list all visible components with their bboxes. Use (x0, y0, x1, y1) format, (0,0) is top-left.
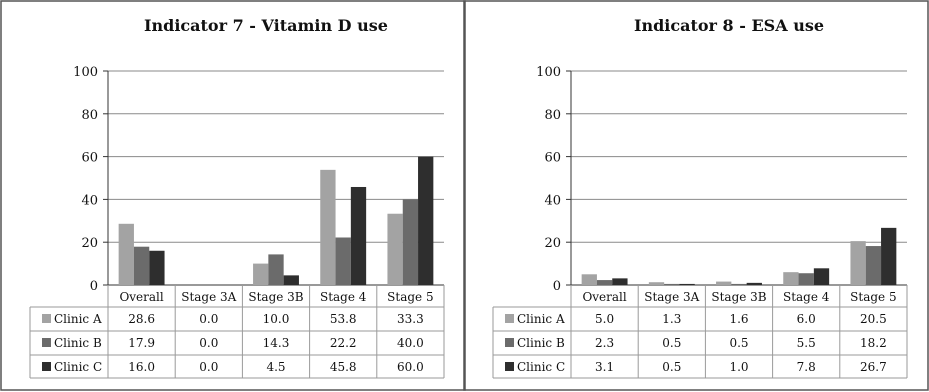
data-label: 45.8 (330, 360, 357, 374)
data-label: 2.3 (595, 336, 614, 350)
data-label: 17.9 (128, 336, 155, 350)
bar-clinic-a (716, 281, 732, 285)
y-tick-label: 0 (90, 279, 98, 294)
chart-panel-esa: Indicator 8 - ESA use 0 20 40 60 80 100 Overall… (463, 0, 929, 391)
bar-clinic-c (350, 186, 367, 285)
bar-clinic-c (418, 156, 434, 285)
data-label: 10.0 (263, 312, 290, 326)
bar-clinic-a (783, 272, 799, 285)
bar-clinic-c (881, 227, 897, 285)
data-label: 0.5 (729, 336, 748, 350)
x-tick-label: Stage 3B (248, 290, 303, 304)
data-label: 18.2 (860, 336, 887, 350)
data-label: 1.3 (662, 312, 681, 326)
y-tick-label: 60 (81, 151, 98, 166)
data-label: 53.8 (330, 312, 357, 326)
bar-clinic-a (320, 169, 336, 285)
y-tick-label: 40 (544, 193, 561, 208)
y-tick-label: 80 (81, 108, 98, 123)
data-label: 1.6 (729, 312, 748, 326)
bar-clinic-c (283, 275, 299, 285)
data-label: 6.0 (797, 312, 816, 326)
bar-clinic-c (612, 278, 628, 285)
data-label: 4.5 (266, 360, 285, 374)
bar-clinic-c (679, 283, 695, 285)
bar-clinic-b (731, 283, 747, 285)
bar-clinic-c (813, 268, 830, 285)
data-label: 28.6 (128, 312, 155, 326)
bar-clinic-b (335, 237, 351, 285)
data-label: 26.7 (860, 360, 887, 374)
chart-panel-vitamin-d: Indicator 7 - Vitamin D use 0 20 40 60 80 100 O… (0, 0, 466, 391)
x-tick-label: Stage 3A (644, 290, 699, 304)
bar-clinic-a (118, 223, 134, 285)
series-label: Clinic A (517, 312, 565, 326)
data-label: 0.5 (662, 336, 681, 350)
bar-clinic-a (850, 241, 866, 285)
x-tick-label: Stage 4 (320, 290, 367, 304)
data-label: 0.0 (199, 360, 218, 374)
bar-clinic-b (664, 283, 680, 285)
data-label: 40.0 (397, 336, 424, 350)
series-label: Clinic C (517, 360, 565, 374)
y-tick-label: 100 (73, 65, 98, 80)
data-label: 33.3 (397, 312, 424, 326)
bar-clinic-a (648, 282, 665, 285)
chart-title: Indicator 8 - ESA use (634, 16, 824, 35)
chart-title: Indicator 7 - Vitamin D use (144, 16, 388, 35)
x-tick-label: Overall (119, 290, 163, 304)
chart-vitamin-d: Indicator 7 - Vitamin D use 0 20 40 60 80 100 O… (0, 0, 466, 391)
bar-clinic-a (387, 213, 403, 285)
data-label: 22.2 (330, 336, 357, 350)
legend-key-clinic-a (42, 314, 51, 323)
data-label: 0.0 (199, 312, 218, 326)
y-tick-label: 0 (553, 279, 561, 294)
data-label: 5.0 (595, 312, 614, 326)
data-label: 7.8 (797, 360, 816, 374)
bar-clinic-c (746, 282, 762, 285)
y-tick-label: 80 (544, 108, 561, 123)
bar-clinic-b (596, 280, 613, 285)
series-label: Clinic C (54, 360, 102, 374)
x-tick-label: Overall (582, 290, 626, 304)
chart-frame (0, 0, 466, 391)
bar-clinic-b (402, 199, 419, 285)
bar-clinic-a (253, 263, 269, 285)
data-label: 0.5 (662, 360, 681, 374)
y-tick-label: 20 (544, 236, 561, 251)
x-tick-label: Stage 4 (783, 290, 830, 304)
bar-clinic-b (268, 254, 284, 285)
bar-clinic-b (133, 246, 150, 285)
data-label: 1.0 (729, 360, 748, 374)
x-tick-label: Stage 5 (387, 290, 433, 304)
bar-clinic-a (581, 274, 597, 285)
data-label: 3.1 (595, 360, 614, 374)
bar-clinic-b (865, 246, 882, 285)
legend-key-clinic-b (42, 338, 51, 347)
data-label: 16.0 (128, 360, 155, 374)
series-label: Clinic A (54, 312, 102, 326)
y-tick-label: 20 (81, 236, 98, 251)
x-tick-label: Stage 3B (711, 290, 766, 304)
data-label: 5.5 (797, 336, 816, 350)
bar-clinic-b (798, 273, 814, 285)
legend-key-clinic-a (505, 314, 514, 323)
data-label: 60.0 (397, 360, 424, 374)
series-label: Clinic B (517, 336, 565, 350)
chart-frame (463, 0, 929, 391)
x-tick-label: Stage 5 (850, 290, 896, 304)
legend-key-clinic-b (505, 338, 514, 347)
data-label: 14.3 (263, 336, 290, 350)
legend-key-clinic-c (505, 362, 514, 371)
data-label: 0.0 (199, 336, 218, 350)
bar-clinic-c (149, 250, 165, 285)
y-tick-label: 60 (544, 151, 561, 166)
chart-esa: Indicator 8 - ESA use 0 20 40 60 80 100 Overall… (463, 0, 929, 391)
legend-key-clinic-c (42, 362, 51, 371)
data-label: 20.5 (860, 312, 887, 326)
x-tick-label: Stage 3A (181, 290, 236, 304)
y-tick-label: 40 (81, 193, 98, 208)
y-tick-label: 100 (536, 65, 561, 80)
series-label: Clinic B (54, 336, 102, 350)
